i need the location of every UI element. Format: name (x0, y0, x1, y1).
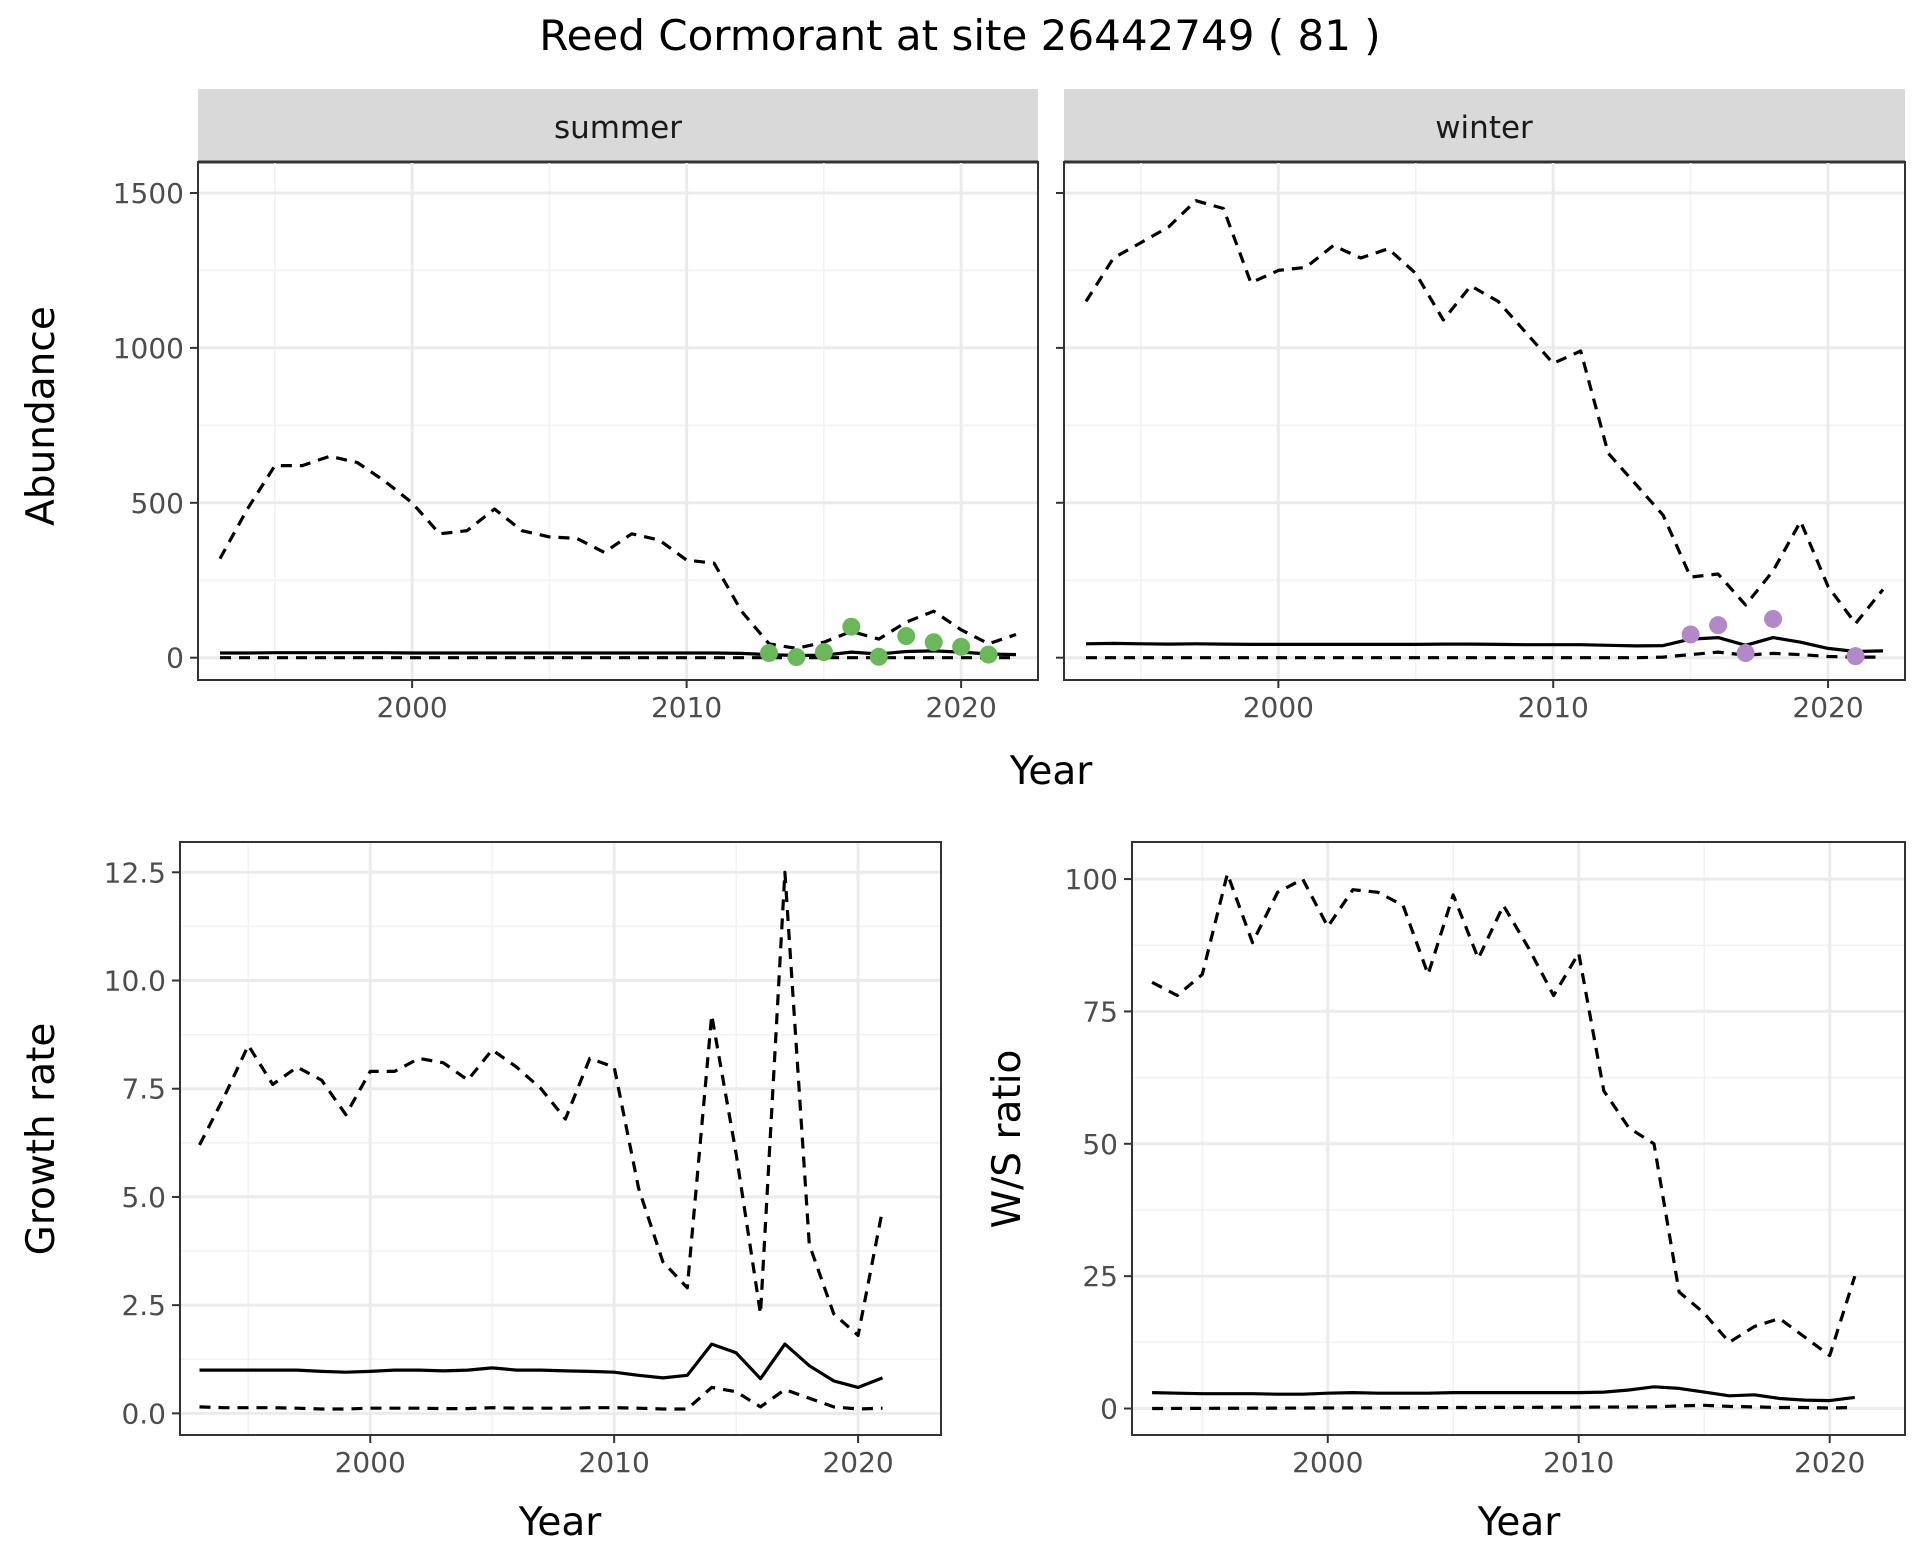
growth-rate-upper-line (198, 870, 885, 1338)
winter-x-tick-label: 2000 (1243, 691, 1314, 724)
winter-panel: winter 2000 2010 2020 (1056, 89, 1906, 724)
summer-y-tick-label: 1500 (113, 177, 184, 210)
summer-strip-label: summer (554, 110, 682, 146)
growth-rate-panel: 2000 2010 2020 0.0 2.5 5.0 7.5 10.0 12.5 Year Gr… (19, 841, 942, 1545)
growth-rate-y-tick-label: 5.0 (121, 1181, 166, 1214)
ws-ratio-mean-line (1152, 1385, 1856, 1403)
winter-x-tick-label: 2020 (1792, 691, 1863, 724)
ws-ratio-data-marks (1151, 872, 1857, 1411)
winter-panel-border (1063, 161, 1906, 681)
growth-rate-y-tick-label: 10.0 (104, 965, 166, 998)
ws-ratio-y-tick-label: 100 (1065, 863, 1118, 896)
ws-ratio-panel: 2000 2010 2020 0 25 50 75 100 Year W/S ratio (985, 841, 1906, 1545)
growth-rate-y-tick-label: 2.5 (121, 1289, 166, 1322)
ws-ratio-lower-line (1152, 1403, 1855, 1411)
summer-strip (198, 89, 1038, 162)
growth-rate-plot-area: 2000 2010 2020 0.0 2.5 5.0 7.5 10.0 12.5 (104, 841, 942, 1479)
ws-ratio-x-tick-label: 2000 (1292, 1446, 1363, 1479)
winter-observed-point (1846, 647, 1865, 666)
growth-rate-y-tick-label: 12.5 (104, 856, 166, 889)
winter-x-tick-label: 2010 (1518, 691, 1589, 724)
ws-ratio-x-tick-label: 2010 (1543, 1446, 1614, 1479)
ws-ratio-y-axis-title: W/S ratio (985, 1050, 1030, 1229)
ws-ratio-plot-area: 2000 2010 2020 0 25 50 75 100 (1065, 841, 1906, 1479)
summer-upper-line (218, 454, 1017, 651)
summer-x-tick-label: 2000 (376, 691, 447, 724)
growth-rate-y-tick-label: 0.0 (121, 1397, 166, 1430)
winter-lower-line (1086, 650, 1883, 660)
figure-title: Reed Cormorant at site 26442749 ( 81 ) (539, 11, 1380, 60)
summer-data-marks (218, 454, 1017, 667)
summer-observed-point (924, 633, 943, 652)
abundance-x-axis-title: Year (1009, 749, 1094, 794)
growth-rate-x-tick-label: 2010 (579, 1446, 650, 1479)
winter-observed-point (1736, 644, 1755, 663)
growth-rate-panel-border (179, 841, 942, 1436)
growth-rate-x-tick-label: 2000 (335, 1446, 406, 1479)
summer-x-tick-label: 2010 (651, 691, 722, 724)
winter-data-marks (1084, 199, 1885, 666)
ws-ratio-y-tick-label: 0 (1100, 1393, 1118, 1426)
summer-observed-point (842, 617, 861, 636)
growth-rate-x-axis-title: Year (518, 1500, 603, 1545)
ws-ratio-panel-border (1131, 841, 1906, 1436)
winter-observed-point (1764, 609, 1783, 628)
growth-rate-y-axis-title: Growth rate (19, 1023, 64, 1256)
summer-y-tick-label: 1000 (113, 332, 184, 365)
winter-mean-line (1085, 635, 1884, 654)
ws-ratio-x-axis-title: Year (1477, 1500, 1562, 1545)
ws-ratio-y-tick-label: 50 (1082, 1128, 1118, 1161)
growth-rate-x-tick-label: 2020 (822, 1446, 893, 1479)
growth-rate-mean-line (199, 1342, 884, 1390)
summer-panel-border (197, 161, 1039, 681)
summer-plot-area: 2000 2010 2020 0 500 1000 1500 (113, 161, 1039, 724)
summer-panel: summer 2000 2010 2020 0 500 1000 1500 (113, 89, 1039, 724)
growth-rate-y-tick-label: 7.5 (121, 1073, 166, 1106)
summer-observed-point (869, 647, 888, 666)
summer-observed-point (759, 644, 778, 663)
abundance-y-axis-title: Abundance (19, 306, 64, 526)
summer-observed-point (814, 643, 833, 662)
summer-x-tick-label: 2020 (926, 691, 997, 724)
growth-rate-lower-line (199, 1385, 883, 1411)
summer-observed-point (897, 627, 916, 646)
ws-ratio-y-tick-label: 75 (1082, 995, 1118, 1028)
summer-observed-point (787, 648, 806, 667)
ws-ratio-y-tick-label: 25 (1082, 1260, 1118, 1293)
winter-observed-point (1709, 616, 1728, 635)
winter-observed-point (1681, 625, 1700, 644)
summer-y-tick-label: 500 (131, 487, 184, 520)
winter-plot-area: 2000 2010 2020 (1056, 161, 1906, 724)
ws-ratio-x-tick-label: 2020 (1794, 1446, 1865, 1479)
summer-observed-point (952, 637, 971, 656)
winter-upper-line (1084, 199, 1885, 626)
growth-rate-data-marks (198, 870, 885, 1411)
winter-strip (1064, 89, 1905, 162)
summer-y-tick-label: 0 (166, 642, 184, 675)
summer-observed-point (979, 645, 998, 664)
winter-strip-label: winter (1435, 110, 1533, 146)
ws-ratio-upper-line (1151, 872, 1857, 1358)
summer-mean-line (220, 649, 1017, 658)
